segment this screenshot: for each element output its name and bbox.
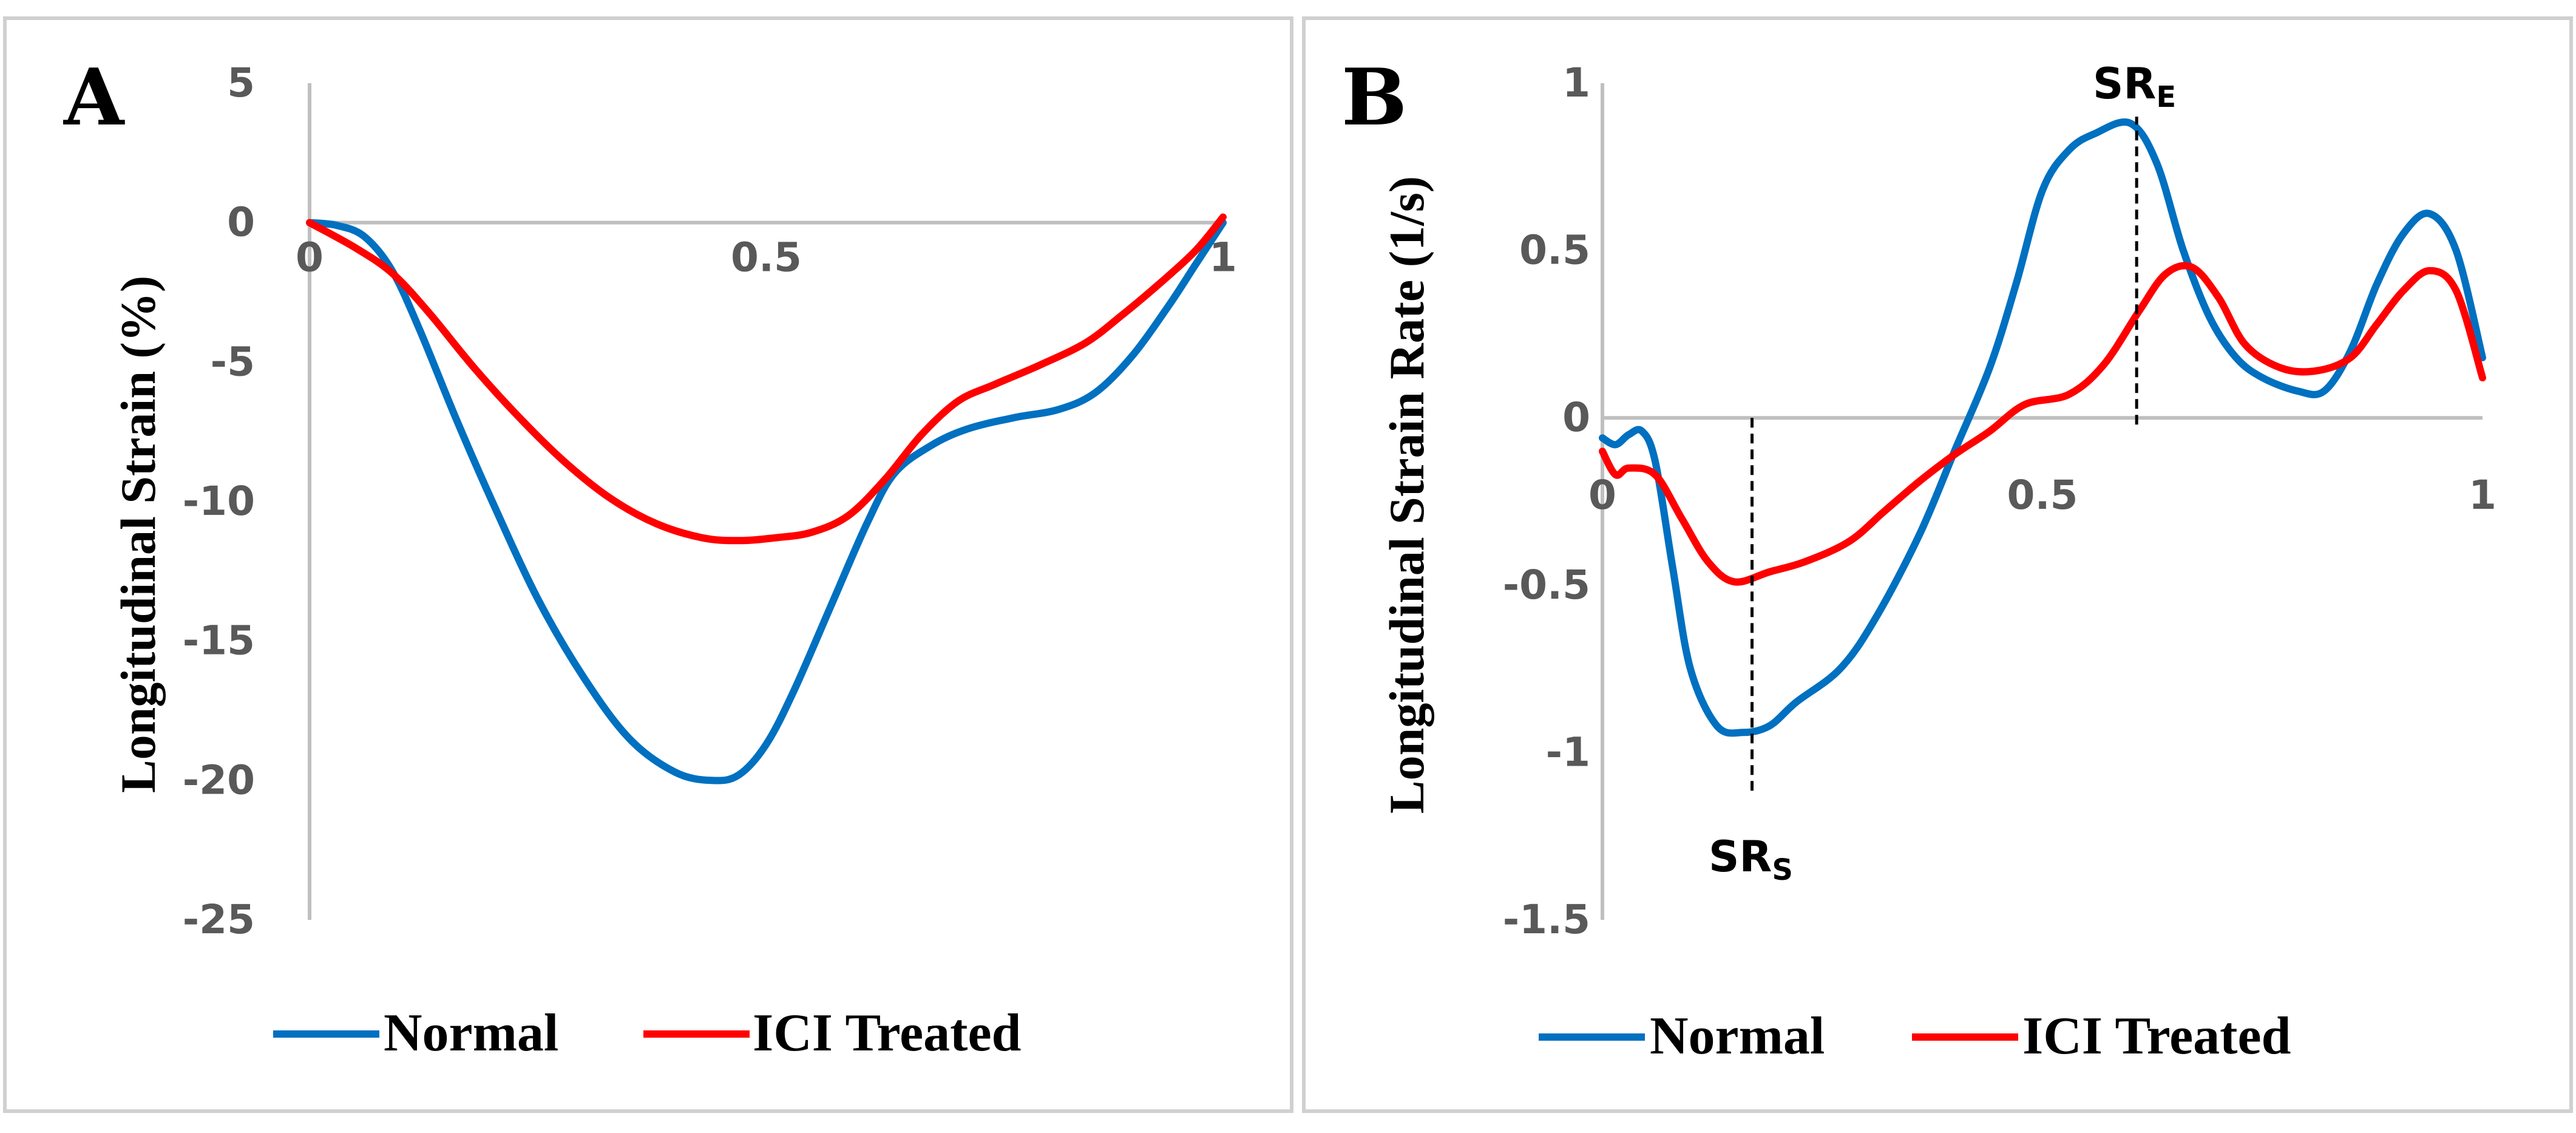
panel-b-legend: Normal ICI Treated [1539, 1007, 2291, 1066]
sr-e-label: SR [2093, 59, 2156, 109]
panel-a-ylabel: Longitudinal Strain (%) [110, 276, 166, 793]
panel-b-series-ici-treated-line [1599, 262, 2486, 586]
panel-a-frame [3, 16, 1293, 1113]
sr-e-annotation: SRE [2093, 59, 2176, 114]
panel-a-legend: Normal ICI Treated [273, 1004, 1021, 1063]
panel-b-x-tick-label: 0.5 [2007, 472, 2078, 519]
panel-a-y-tick-label: -5 [211, 338, 255, 385]
panel-a-y-tick-label: -10 [183, 478, 255, 525]
panel-b-y-tick-label: -1.5 [1503, 896, 1590, 943]
panel-b-frame [1302, 16, 2573, 1113]
panel-b-series-normal-line [1599, 118, 2486, 737]
panel-a-x-tick-label: 0 [296, 234, 324, 281]
panel-a-series-ici-treated-line [306, 213, 1227, 545]
panel-a-y-tick-label: 0 [227, 199, 255, 246]
legend-b-ici-label: ICI Treated [2022, 1007, 2291, 1066]
panel-a-plot: 50-5-10-15-20-250 0.5 1 [183, 60, 1237, 943]
panel-b-y-tick-label: 0.5 [1519, 227, 1590, 274]
panel-a-letter: A [63, 52, 125, 143]
sr-e-subscript: E [2156, 80, 2176, 114]
legend-a-normal-label: Normal [384, 1004, 558, 1063]
panel-b-y-tick-label: 0 [1562, 394, 1590, 441]
panel-a-y-tick-label: 5 [227, 60, 255, 106]
panel-b-y-tick-label: -1 [1546, 729, 1590, 775]
panel-a-y-tick-label: -20 [183, 757, 255, 803]
panel-b-letter: B [1341, 52, 1407, 143]
panel-b-y-tick-label: -0.5 [1503, 562, 1590, 608]
panel-b-plot: 1 0.5 0 -0.5 -1 -1.5 0 0.5 1 [1503, 60, 2496, 943]
legend-a-ici-label: ICI Treated [753, 1004, 1021, 1063]
legend-b-normal-label: Normal [1650, 1007, 1825, 1066]
panel-b-y-tick-label: 1 [1562, 60, 1590, 106]
sr-s-subscript: S [1772, 853, 1793, 887]
panel-a-y-tick-label: -15 [183, 618, 255, 664]
panel-a-y-tick-label: -25 [183, 896, 255, 943]
sr-s-label: SR [1709, 832, 1772, 882]
panel-a-series-normal-line [306, 219, 1227, 784]
panel-b-ylabel: Longitudinal Strain Rate (1/s) [1379, 176, 1434, 814]
panel-a-x-tick-label: 0.5 [731, 234, 802, 281]
panel-b-x-tick-label: 0 [1588, 472, 1616, 519]
panel-b-x-tick-label: 1 [2469, 472, 2496, 519]
sr-s-annotation: SRS [1709, 832, 1793, 887]
